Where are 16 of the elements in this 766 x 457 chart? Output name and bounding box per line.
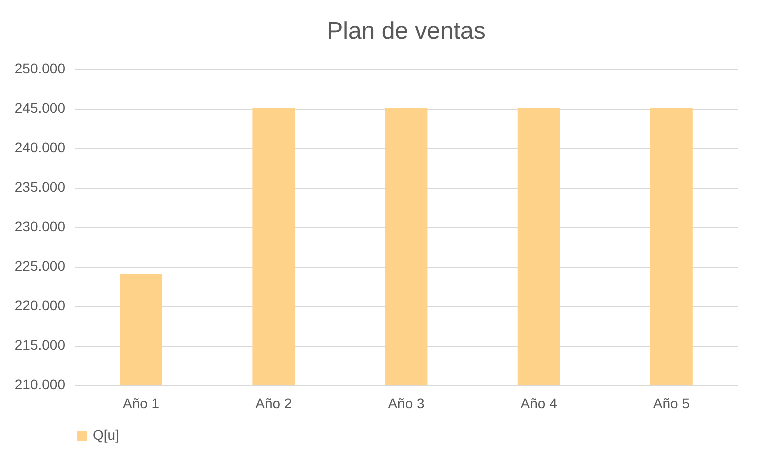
y-tick-label: 250.000 <box>14 60 66 76</box>
y-tick-label: 225.000 <box>14 258 66 274</box>
y-tick-label: 210.000 <box>14 376 66 392</box>
legend-label: Q[u] <box>93 427 120 443</box>
y-tick-label: 230.000 <box>14 218 66 234</box>
x-tick-label: Año 4 <box>520 396 558 412</box>
x-tick-label: Año 2 <box>256 396 292 412</box>
x-tick-label: Año 1 <box>123 396 160 412</box>
y-tick-label: 235.000 <box>14 179 66 195</box>
y-tick-label: 220.000 <box>14 298 66 314</box>
y-tick-label: 215.000 <box>14 337 66 353</box>
y-tick-label: 245.000 <box>14 100 66 116</box>
x-tick-label: Año 5 <box>653 396 690 412</box>
y-tick-label: 240.000 <box>14 140 66 156</box>
chart-title: Plan de ventas <box>327 18 486 45</box>
x-tick-label: Año 3 <box>388 396 426 412</box>
